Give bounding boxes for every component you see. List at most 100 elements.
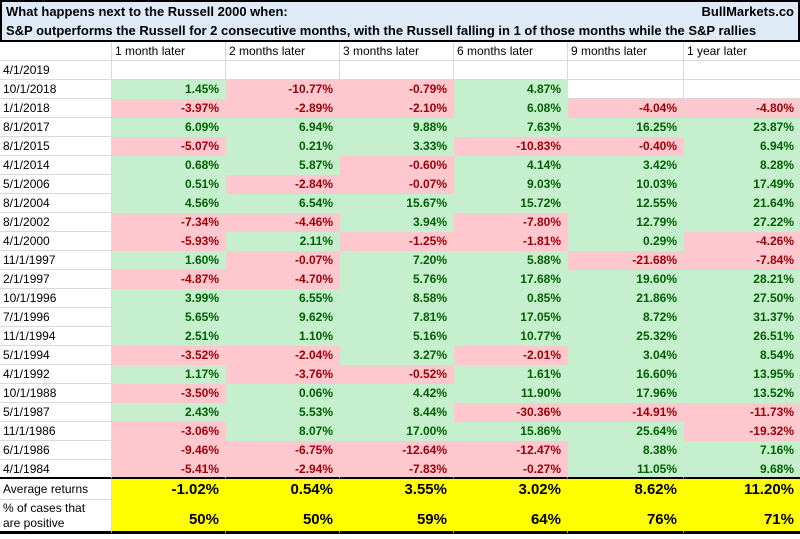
- value-cell[interactable]: 8.38%: [568, 441, 684, 460]
- value-cell[interactable]: -1.25%: [340, 232, 454, 251]
- value-cell[interactable]: 6.55%: [226, 289, 340, 308]
- value-cell[interactable]: [684, 61, 800, 80]
- column-header[interactable]: 1 month later: [112, 42, 226, 61]
- value-cell[interactable]: 25.32%: [568, 327, 684, 346]
- date-cell[interactable]: 10/1/2018: [0, 80, 112, 99]
- date-cell[interactable]: 1/1/2018: [0, 99, 112, 118]
- percent-value-cell[interactable]: 50%: [226, 500, 340, 534]
- value-cell[interactable]: [568, 80, 684, 99]
- date-cell[interactable]: 11/1/1997: [0, 251, 112, 270]
- value-cell[interactable]: 9.68%: [684, 460, 800, 479]
- value-cell[interactable]: -30.36%: [454, 403, 568, 422]
- value-cell[interactable]: 5.65%: [112, 308, 226, 327]
- value-cell[interactable]: -2.94%: [226, 460, 340, 479]
- value-cell[interactable]: 12.55%: [568, 194, 684, 213]
- date-cell[interactable]: 5/1/1987: [0, 403, 112, 422]
- date-cell[interactable]: 4/1/2000: [0, 232, 112, 251]
- value-cell[interactable]: 2.43%: [112, 403, 226, 422]
- percent-value-cell[interactable]: 50%: [112, 500, 226, 534]
- value-cell[interactable]: 8.58%: [340, 289, 454, 308]
- value-cell[interactable]: 19.60%: [568, 270, 684, 289]
- date-cell[interactable]: 2/1/1997: [0, 270, 112, 289]
- value-cell[interactable]: -3.50%: [112, 384, 226, 403]
- date-cell[interactable]: 4/1/1992: [0, 365, 112, 384]
- percent-value-cell[interactable]: 64%: [454, 500, 568, 534]
- value-cell[interactable]: 15.72%: [454, 194, 568, 213]
- value-cell[interactable]: 0.85%: [454, 289, 568, 308]
- value-cell[interactable]: 6.94%: [226, 118, 340, 137]
- value-cell[interactable]: 1.61%: [454, 365, 568, 384]
- value-cell[interactable]: -5.93%: [112, 232, 226, 251]
- value-cell[interactable]: 13.95%: [684, 365, 800, 384]
- value-cell[interactable]: [340, 61, 454, 80]
- value-cell[interactable]: [454, 61, 568, 80]
- value-cell[interactable]: 3.33%: [340, 137, 454, 156]
- value-cell[interactable]: -14.91%: [568, 403, 684, 422]
- value-cell[interactable]: -2.84%: [226, 175, 340, 194]
- value-cell[interactable]: [568, 61, 684, 80]
- value-cell[interactable]: -10.77%: [226, 80, 340, 99]
- average-value-cell[interactable]: 11.20%: [684, 479, 800, 500]
- value-cell[interactable]: 21.86%: [568, 289, 684, 308]
- value-cell[interactable]: 8.44%: [340, 403, 454, 422]
- average-value-cell[interactable]: 8.62%: [568, 479, 684, 500]
- value-cell[interactable]: -3.06%: [112, 422, 226, 441]
- percent-value-cell[interactable]: 59%: [340, 500, 454, 534]
- value-cell[interactable]: -4.70%: [226, 270, 340, 289]
- value-cell[interactable]: 10.03%: [568, 175, 684, 194]
- value-cell[interactable]: -0.52%: [340, 365, 454, 384]
- value-cell[interactable]: 1.17%: [112, 365, 226, 384]
- value-cell[interactable]: -3.97%: [112, 99, 226, 118]
- value-cell[interactable]: 27.22%: [684, 213, 800, 232]
- date-cell[interactable]: 8/1/2004: [0, 194, 112, 213]
- value-cell[interactable]: -12.64%: [340, 441, 454, 460]
- value-cell[interactable]: 17.49%: [684, 175, 800, 194]
- date-cell[interactable]: 8/1/2017: [0, 118, 112, 137]
- value-cell[interactable]: 0.68%: [112, 156, 226, 175]
- value-cell[interactable]: 9.88%: [340, 118, 454, 137]
- value-cell[interactable]: -9.46%: [112, 441, 226, 460]
- value-cell[interactable]: -4.04%: [568, 99, 684, 118]
- value-cell[interactable]: 3.04%: [568, 346, 684, 365]
- value-cell[interactable]: 4.56%: [112, 194, 226, 213]
- value-cell[interactable]: -7.80%: [454, 213, 568, 232]
- value-cell[interactable]: -2.04%: [226, 346, 340, 365]
- value-cell[interactable]: 1.10%: [226, 327, 340, 346]
- value-cell[interactable]: 10.77%: [454, 327, 568, 346]
- value-cell[interactable]: 0.51%: [112, 175, 226, 194]
- value-cell[interactable]: -2.10%: [340, 99, 454, 118]
- value-cell[interactable]: 12.79%: [568, 213, 684, 232]
- value-cell[interactable]: -11.73%: [684, 403, 800, 422]
- value-cell[interactable]: 26.51%: [684, 327, 800, 346]
- value-cell[interactable]: 0.29%: [568, 232, 684, 251]
- value-cell[interactable]: -5.07%: [112, 137, 226, 156]
- column-header[interactable]: 1 year later: [684, 42, 800, 61]
- value-cell[interactable]: [112, 61, 226, 80]
- value-cell[interactable]: 3.94%: [340, 213, 454, 232]
- column-header[interactable]: 2 months later: [226, 42, 340, 61]
- value-cell[interactable]: -7.83%: [340, 460, 454, 479]
- value-cell[interactable]: -4.26%: [684, 232, 800, 251]
- value-cell[interactable]: 6.54%: [226, 194, 340, 213]
- value-cell[interactable]: 27.50%: [684, 289, 800, 308]
- value-cell[interactable]: -6.75%: [226, 441, 340, 460]
- value-cell[interactable]: 21.64%: [684, 194, 800, 213]
- date-cell[interactable]: 6/1/1986: [0, 441, 112, 460]
- date-cell[interactable]: 11/1/1986: [0, 422, 112, 441]
- value-cell[interactable]: -0.27%: [454, 460, 568, 479]
- value-cell[interactable]: -0.60%: [340, 156, 454, 175]
- value-cell[interactable]: 17.96%: [568, 384, 684, 403]
- average-value-cell[interactable]: 3.02%: [454, 479, 568, 500]
- value-cell[interactable]: -4.46%: [226, 213, 340, 232]
- value-cell[interactable]: 23.87%: [684, 118, 800, 137]
- date-cell[interactable]: 5/1/1994: [0, 346, 112, 365]
- percent-value-cell[interactable]: 71%: [684, 500, 800, 534]
- value-cell[interactable]: -12.47%: [454, 441, 568, 460]
- value-cell[interactable]: 2.51%: [112, 327, 226, 346]
- date-cell[interactable]: 4/1/2019: [0, 61, 112, 80]
- value-cell[interactable]: 5.76%: [340, 270, 454, 289]
- value-cell[interactable]: 7.81%: [340, 308, 454, 327]
- value-cell[interactable]: 1.60%: [112, 251, 226, 270]
- column-header[interactable]: 3 months later: [340, 42, 454, 61]
- value-cell[interactable]: 17.00%: [340, 422, 454, 441]
